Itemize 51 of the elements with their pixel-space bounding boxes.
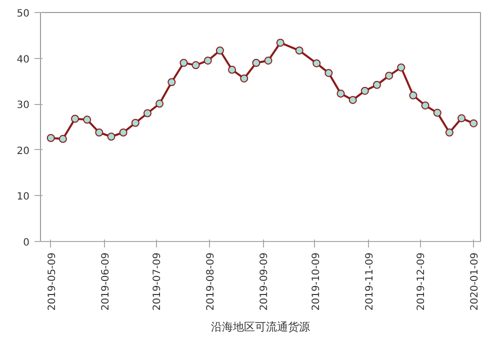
y-tick-label: 40: [16, 54, 30, 66]
x-tick-label: 2019-05-09: [46, 252, 58, 311]
x-tick-label: 2019-11-09: [364, 252, 376, 311]
x-tick-label: 2019-08-09: [206, 252, 217, 311]
point: [433, 108, 442, 117]
point: [107, 132, 116, 141]
point: [385, 72, 394, 80]
x-tick-label: 2019-10-09: [310, 252, 322, 311]
point: [360, 86, 369, 95]
y-tick-label: 30: [16, 100, 30, 112]
point: [119, 128, 128, 136]
point: [71, 114, 80, 123]
text: 沿海地区可流通货源: [211, 320, 310, 334]
point: [143, 109, 152, 118]
point: [131, 118, 140, 127]
point: [228, 66, 236, 74]
point: [458, 114, 466, 122]
point: [276, 38, 284, 47]
point: [397, 63, 406, 72]
point: [216, 46, 224, 55]
point: [312, 59, 321, 68]
point: [168, 78, 176, 86]
x-tick-label: 2020-01-09: [470, 252, 481, 311]
point: [421, 101, 430, 110]
point: [58, 134, 67, 143]
point: [46, 134, 55, 142]
point: [348, 96, 357, 104]
y-tick-label: 50: [16, 8, 30, 20]
point: [240, 74, 248, 82]
y-tick-label: 10: [16, 192, 30, 203]
y-tick-label: 0: [23, 238, 30, 248]
point: [409, 91, 418, 100]
x-tick-label: 2019-12-09: [416, 252, 428, 311]
point: [180, 58, 188, 67]
point: [295, 46, 304, 55]
point: [156, 100, 164, 108]
point: [192, 61, 200, 70]
point: [83, 116, 92, 124]
point: [470, 119, 478, 128]
x-tick-label: 2019-06-09: [100, 252, 112, 311]
point: [264, 56, 272, 65]
point: [252, 58, 260, 67]
point: [95, 128, 104, 136]
point: [336, 90, 345, 98]
point: [324, 68, 333, 77]
y-tick-label: 20: [16, 146, 30, 157]
x-tick-label: 2019-09-09: [259, 252, 270, 311]
point: [445, 128, 454, 136]
point: [372, 80, 381, 89]
point: [204, 56, 212, 65]
x-tick-label: 2019-07-09: [152, 252, 164, 311]
